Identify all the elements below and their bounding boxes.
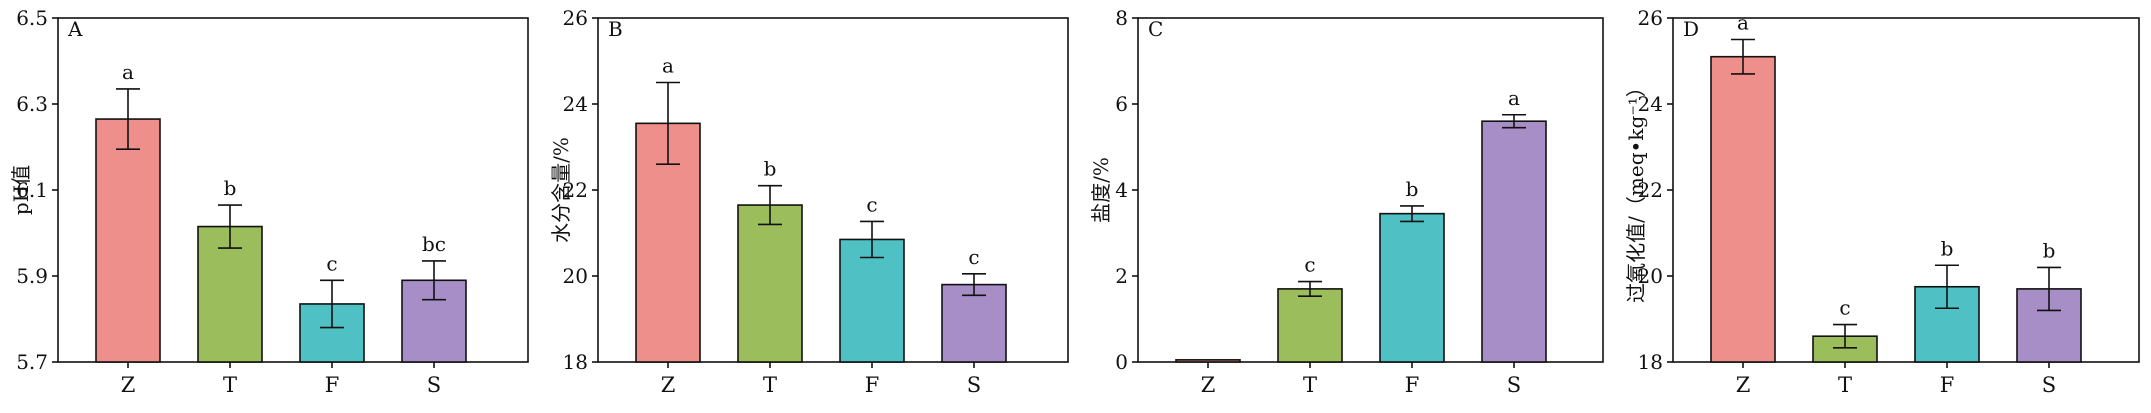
bar-t bbox=[737, 204, 803, 363]
x-tick-label: F bbox=[865, 373, 880, 397]
significance-letter: c bbox=[866, 192, 877, 216]
x-tick-label: T bbox=[223, 373, 237, 397]
y-tick-label: 22 bbox=[1638, 178, 1663, 202]
significance-letter: c bbox=[968, 245, 979, 269]
significance-letter: a bbox=[122, 60, 134, 84]
significance-letter: a bbox=[1508, 86, 1520, 110]
y-tick-label: 5.7 bbox=[16, 350, 48, 374]
x-tick-label: Z bbox=[1201, 373, 1216, 397]
y-tick-label: 24 bbox=[1638, 92, 1663, 116]
panel-a: A 5.7 5.9 6.1 6.3 6.5 pH值 Za Tb Fc Sbc bbox=[9, 6, 529, 397]
x-tick-label: Z bbox=[661, 373, 676, 397]
bar-z bbox=[1175, 359, 1241, 363]
x-tick-label: F bbox=[1405, 373, 1420, 397]
x-tick-label: Z bbox=[121, 373, 136, 397]
panel-label: C bbox=[1148, 17, 1163, 41]
significance-letter: c bbox=[326, 251, 337, 275]
bar-z bbox=[95, 118, 161, 363]
significance-letter: b bbox=[224, 176, 237, 200]
y-tick-label: 6.5 bbox=[16, 6, 48, 30]
y-axis-label: 水分含量/% bbox=[549, 137, 573, 243]
y-tick-label: 6 bbox=[1115, 92, 1128, 116]
y-tick-label: 18 bbox=[1638, 350, 1663, 374]
y-axis-label: 盐度/% bbox=[1089, 157, 1113, 223]
y-tick-label: 5.9 bbox=[16, 264, 48, 288]
panel-c: C 0 2 4 6 8 盐度/% Z Tc Fb Sa bbox=[1089, 6, 1604, 397]
x-tick-label: S bbox=[1507, 373, 1521, 397]
significance-letter: b bbox=[1406, 177, 1419, 201]
y-tick-label: 8 bbox=[1115, 6, 1128, 30]
panel-b: B 18 20 22 24 26 水分含量/% Za Tb Fc Sc bbox=[549, 6, 1069, 397]
significance-letter: a bbox=[1737, 11, 1749, 35]
panel-label: A bbox=[67, 17, 83, 41]
y-axis-label: 过氧化值/（meq•kg⁻¹） bbox=[1624, 77, 1648, 303]
x-tick-label: S bbox=[427, 373, 441, 397]
significance-letter: c bbox=[1839, 296, 1850, 320]
significance-letter: bc bbox=[422, 232, 446, 256]
y-tick-label: 26 bbox=[563, 6, 588, 30]
bar-f bbox=[1379, 212, 1445, 363]
significance-letter: b bbox=[2043, 238, 2056, 262]
y-tick-label: 20 bbox=[563, 264, 588, 288]
y-tick-label: 2 bbox=[1115, 264, 1128, 288]
bar-t bbox=[1277, 288, 1343, 363]
y-tick-label: 6.3 bbox=[16, 92, 48, 116]
panel-label: D bbox=[1683, 17, 1699, 41]
significance-letter: b bbox=[764, 157, 777, 181]
bar-z bbox=[1710, 55, 1776, 363]
y-tick-label: 6.1 bbox=[16, 178, 48, 202]
panel-label: B bbox=[608, 17, 623, 41]
y-tick-label: 20 bbox=[1638, 264, 1663, 288]
y-tick-label: 22 bbox=[563, 178, 588, 202]
bar-s bbox=[941, 283, 1007, 363]
significance-letter: b bbox=[1941, 236, 1954, 260]
x-tick-label: T bbox=[763, 373, 777, 397]
y-tick-label: 26 bbox=[1638, 6, 1663, 30]
y-tick-label: 24 bbox=[563, 92, 588, 116]
bar-s bbox=[1481, 120, 1547, 363]
x-tick-label: S bbox=[967, 373, 981, 397]
y-axis-label: pH值 bbox=[9, 165, 33, 215]
x-tick-label: T bbox=[1838, 373, 1852, 397]
y-tick-label: 0 bbox=[1115, 350, 1128, 374]
y-tick-label: 4 bbox=[1115, 178, 1128, 202]
y-tick-label: 18 bbox=[563, 350, 588, 374]
x-tick-label: T bbox=[1303, 373, 1317, 397]
x-tick-label: F bbox=[325, 373, 340, 397]
x-tick-label: Z bbox=[1736, 373, 1751, 397]
significance-letter: c bbox=[1304, 253, 1315, 277]
significance-letter: a bbox=[662, 54, 674, 78]
panel-d: D 18 20 22 24 26 过氧化值/（meq•kg⁻¹） Za Tc Fb Sb bbox=[1624, 6, 2140, 397]
x-tick-label: F bbox=[1940, 373, 1955, 397]
x-tick-label: S bbox=[2042, 373, 2056, 397]
